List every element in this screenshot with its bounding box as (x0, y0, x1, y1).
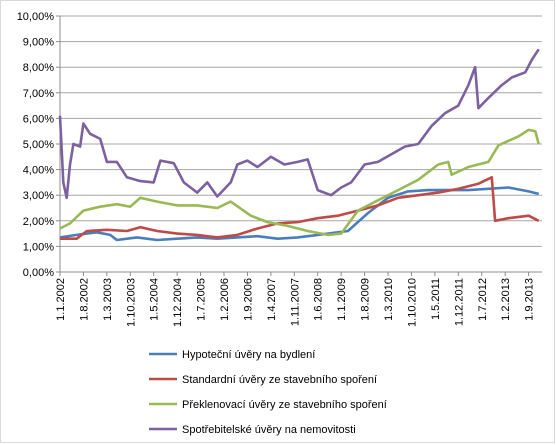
x-tick-label: 1.1.2009 (336, 278, 348, 321)
x-tick-label: 1.7.2012 (477, 278, 489, 321)
x-tick-label: 1.7.2005 (196, 278, 208, 321)
x-tick-label: 1.2.2006 (219, 278, 231, 321)
x-tick-label: 1.3.2003 (102, 278, 114, 321)
y-tick-label: 9,00% (23, 37, 54, 49)
y-tick-label: 0,00% (23, 267, 54, 279)
x-tick-label: 1.6.2008 (313, 278, 325, 321)
x-tick-label: 1.10.2010 (406, 278, 418, 327)
legend: Hypoteční úvěry na bydlení Standardní úvě… (149, 349, 387, 436)
x-tick-label: 1.9.2006 (242, 278, 254, 321)
y-tick-label: 6,00% (23, 113, 54, 125)
series-lines (58, 48, 540, 242)
legend-label: Překlenovací úvěry ze stavebního spoření (182, 399, 387, 411)
x-tick-label: 1.12.2011 (453, 278, 465, 326)
legend-label: Standardní úvěry ze stavebního spoření (182, 374, 377, 386)
y-tick-label: 7,00% (23, 88, 54, 100)
gridlines (56, 15, 542, 273)
x-tick-label: 1.9.2013 (524, 278, 536, 321)
x-tick-labels: 1.1.2002 1.8.2002 1.3.2003 1.10.2003 1.5.200… (55, 278, 536, 327)
y-tick-label: 3,00% (23, 190, 54, 202)
series-line (59, 128, 540, 237)
y-tick-label: 1,00% (23, 241, 54, 253)
legend-label: Spotřebitelské úvěry na nemovitosti (182, 424, 356, 436)
x-tick-label: 1.2.2013 (500, 278, 512, 321)
x-tick-label: 1.5.2011 (430, 278, 442, 320)
x-tick-label: 1.4.2007 (266, 278, 278, 321)
x-tick-label: 1.11.2007 (289, 278, 301, 326)
y-tick-label: 5,00% (23, 139, 54, 151)
series-line (59, 186, 540, 242)
x-tick-label: 1.1.2002 (55, 278, 67, 321)
x-tick-label: 1.3.2010 (383, 278, 395, 321)
x-tick-label: 1.5.2004 (149, 278, 161, 321)
x-tick-label: 1.10.2003 (125, 278, 137, 327)
y-tick-label: 2,00% (23, 216, 54, 228)
y-tick-label: 10,00% (17, 11, 55, 23)
legend-label: Hypoteční úvěry na bydlení (182, 349, 315, 361)
axes (59, 16, 542, 276)
x-tick-label: 1.12.2004 (172, 278, 184, 327)
series-line (58, 48, 540, 200)
series-line (60, 176, 540, 240)
y-tick-label: 8,00% (23, 62, 54, 74)
y-tick-label: 4,00% (23, 165, 54, 177)
x-tick-label: 1.8.2009 (360, 278, 372, 321)
x-tick-label: 1.8.2002 (78, 278, 90, 321)
y-tick-labels: 0,00% 1,00% 2,00% 3,00% 4,00% 5,00% 6,00% 7,00%… (17, 11, 55, 279)
